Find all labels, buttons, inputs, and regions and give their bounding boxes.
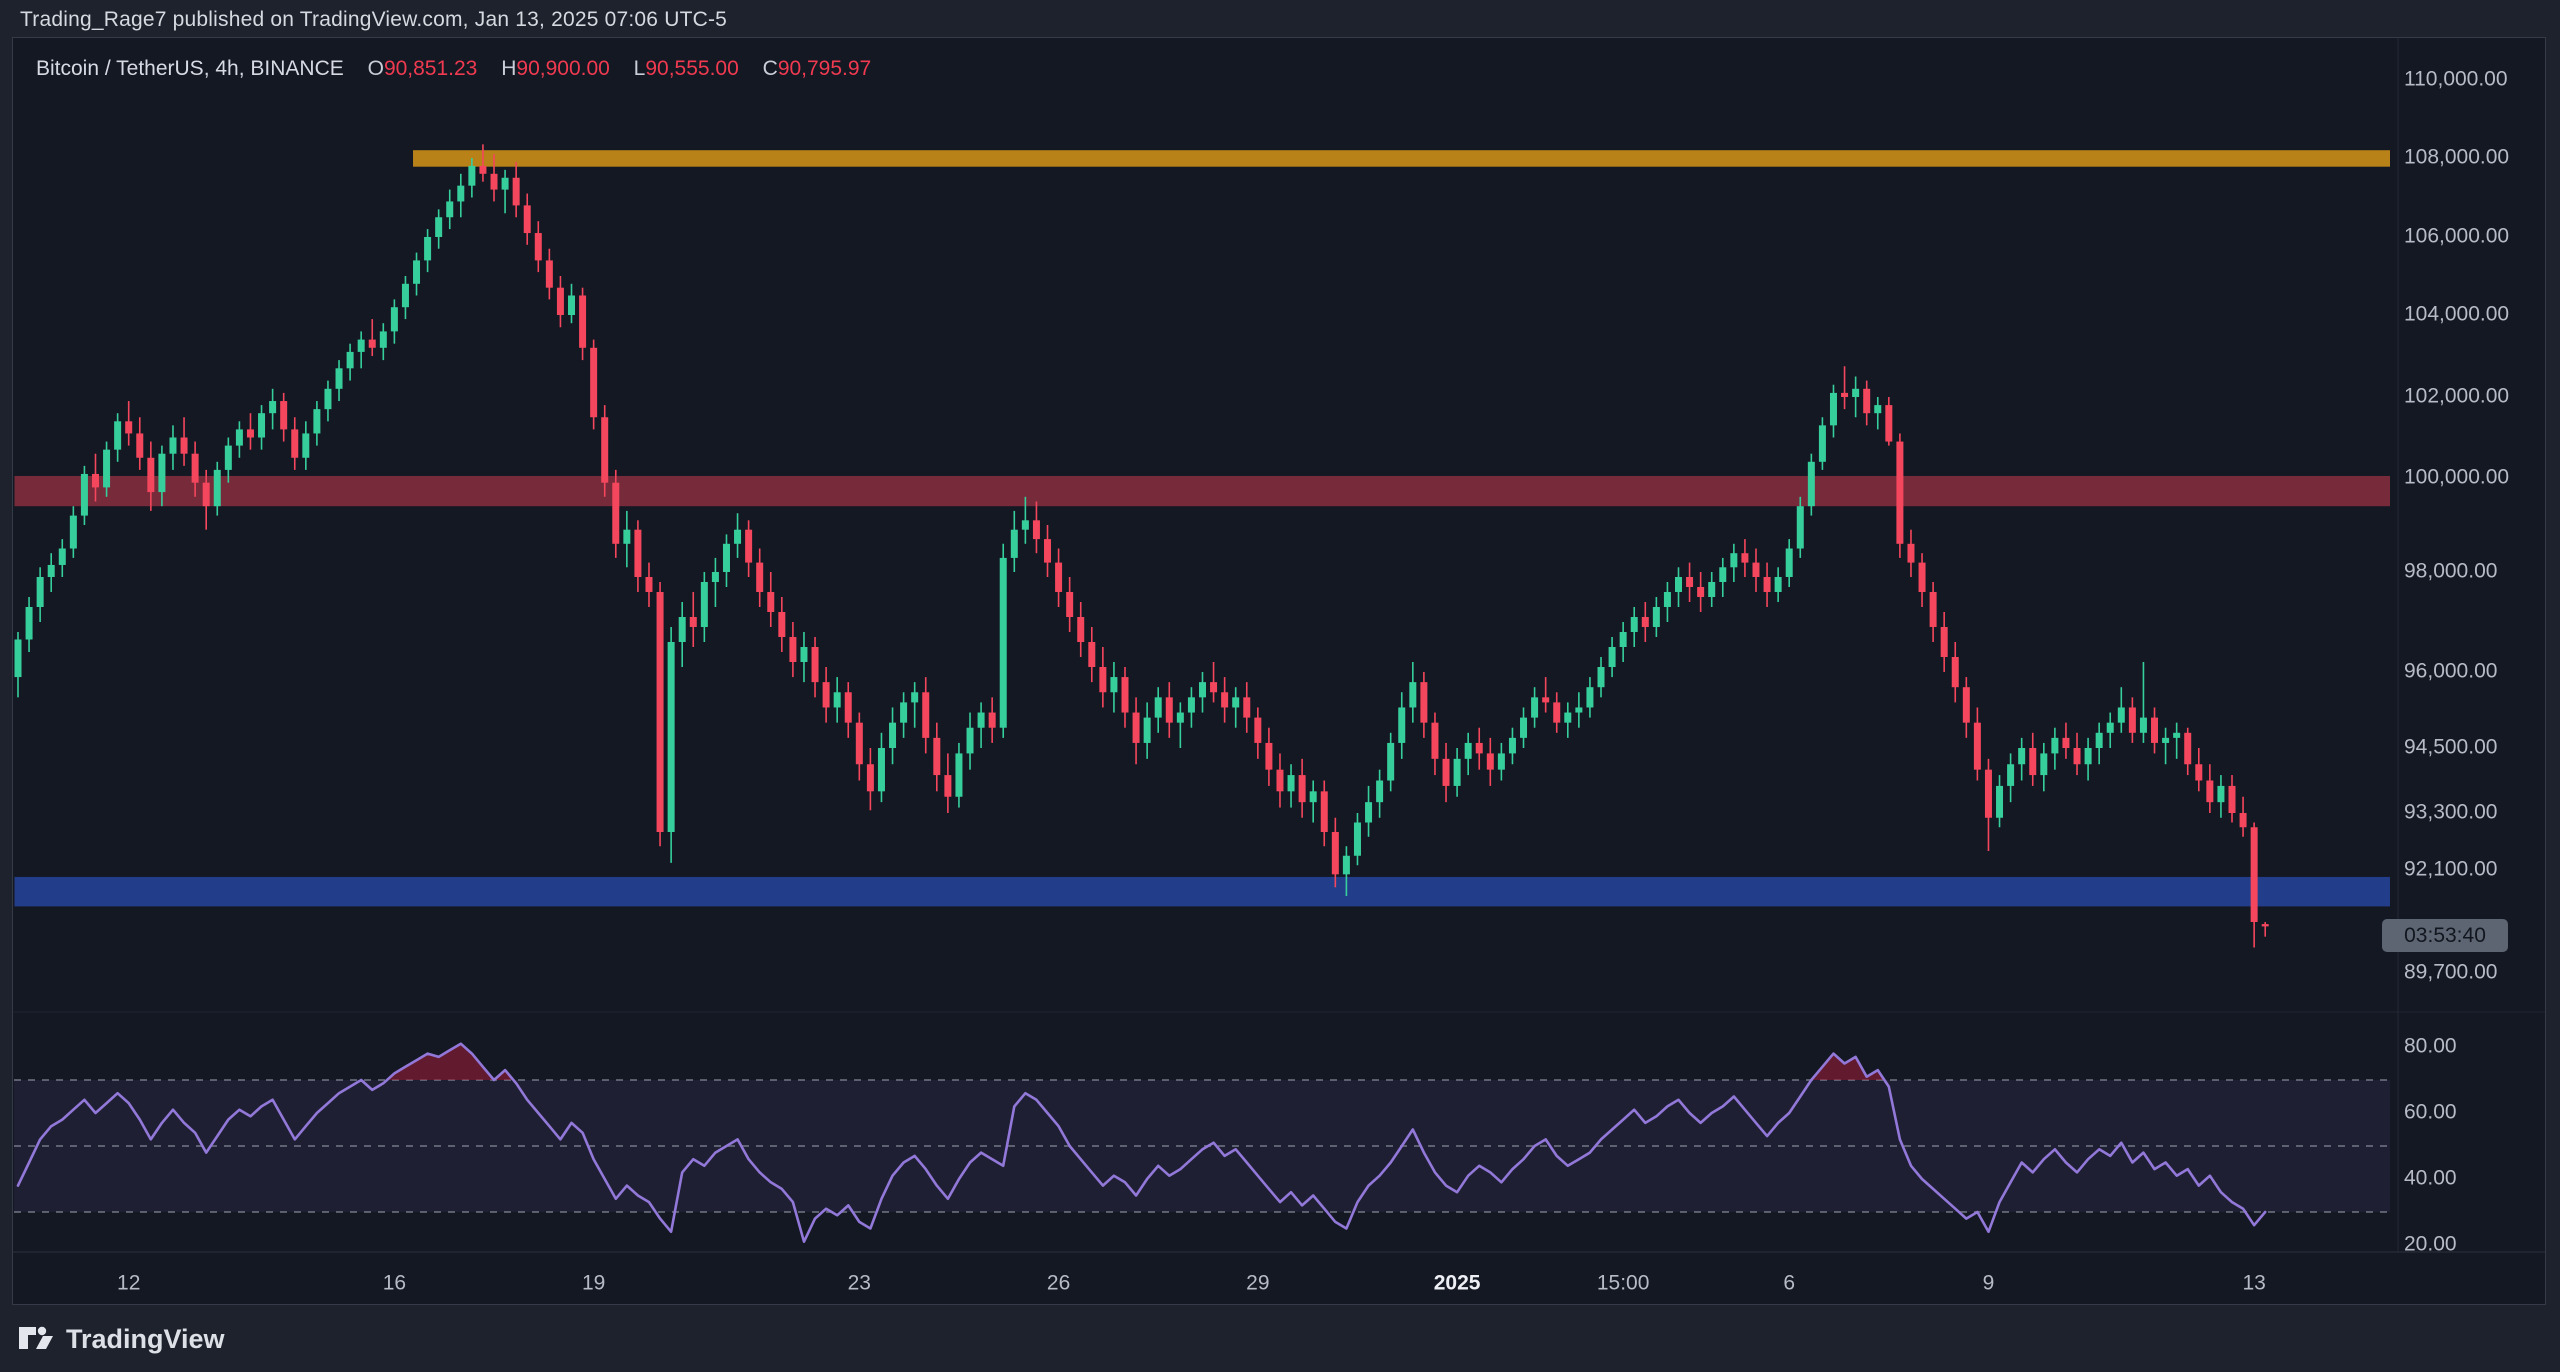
candles — [14, 144, 2269, 948]
price-tick-label: 106,000.00 — [2404, 225, 2509, 248]
price-tick-label: 98,000.00 — [2404, 560, 2497, 583]
time-tick-label: 15:00 — [1597, 1272, 1650, 1295]
resistance-108k — [413, 150, 2390, 167]
open-value: 90,851.23 — [383, 57, 478, 80]
price-tick-label: 104,000.00 — [2404, 303, 2509, 326]
open-label: O — [367, 57, 384, 80]
high-value: 90,900.00 — [516, 57, 610, 80]
resistance-100k — [14, 475, 2390, 507]
publish-title: Trading_Rage7 published on TradingView.c… — [20, 8, 728, 31]
rsi-overbought-fill — [18, 1043, 2266, 1080]
time-tick-label: 9 — [1983, 1272, 1995, 1295]
tradingview-brand[interactable]: TradingView — [66, 1324, 225, 1354]
bar-countdown-badge: 03:53:40 — [2382, 919, 2508, 952]
price-tick-label: 96,000.00 — [2404, 660, 2497, 683]
rsi-line — [16, 1042, 2267, 1243]
time-tick-label: 19 — [582, 1272, 605, 1295]
price-tick-label: 93,300.00 — [2404, 801, 2497, 824]
price-tick-label: 102,000.00 — [2404, 385, 2509, 408]
low-value: 90,555.00 — [645, 57, 739, 80]
time-axis[interactable]: 12 16 19 23 26 29 2025 15:00 6 9 13 — [117, 1272, 2266, 1295]
price-tick-label: 92,100.00 — [2404, 858, 2497, 881]
time-tick-label: 13 — [2242, 1272, 2265, 1295]
symbol-title: Bitcoin / TetherUS, 4h, BINANCE — [36, 57, 344, 80]
footer: TradingView — [0, 1306, 2560, 1372]
chart-legend: Bitcoin / TetherUS, 4h, BINANCE O90,851.… — [36, 57, 871, 81]
rsi-tick-label: 60.00 — [2404, 1101, 2457, 1124]
close-value: 90,795.97 — [777, 57, 872, 80]
price-tick-label: 94,500.00 — [2404, 736, 2497, 759]
low-label: L — [633, 57, 646, 80]
rsi-tick-label: 20.00 — [2404, 1233, 2457, 1256]
close-label: C — [762, 57, 778, 80]
price-tick-label: 108,000.00 — [2404, 146, 2509, 169]
rsi-tick-label: 40.00 — [2404, 1167, 2457, 1190]
price-tick-label: 110,000.00 — [2404, 68, 2508, 91]
publish-header: Trading_Rage7 published on TradingView.c… — [0, 0, 2560, 37]
time-tick-label: 2025 — [1434, 1272, 1481, 1295]
time-tick-label: 23 — [848, 1272, 871, 1295]
price-axis[interactable]: 110,000.00 108,000.00 106,000.00 104,000.00… — [2404, 68, 2509, 1256]
chart-card[interactable] — [12, 37, 2546, 1305]
time-tick-label: 16 — [383, 1272, 406, 1295]
high-label: H — [501, 57, 517, 80]
time-tick-label: 12 — [117, 1272, 140, 1295]
time-tick-label: 26 — [1047, 1272, 1070, 1295]
price-tick-label: 89,700.00 — [2404, 961, 2497, 984]
bar-countdown-text: 03:53:40 — [2404, 923, 2486, 947]
time-tick-label: 6 — [1783, 1272, 1795, 1295]
price-tick-label: 100,000.00 — [2404, 466, 2509, 489]
support-92k — [14, 876, 2390, 907]
tradingview-logo-icon[interactable] — [18, 1324, 60, 1352]
time-tick-label: 29 — [1246, 1272, 1269, 1295]
rsi-tick-label: 80.00 — [2404, 1035, 2457, 1058]
